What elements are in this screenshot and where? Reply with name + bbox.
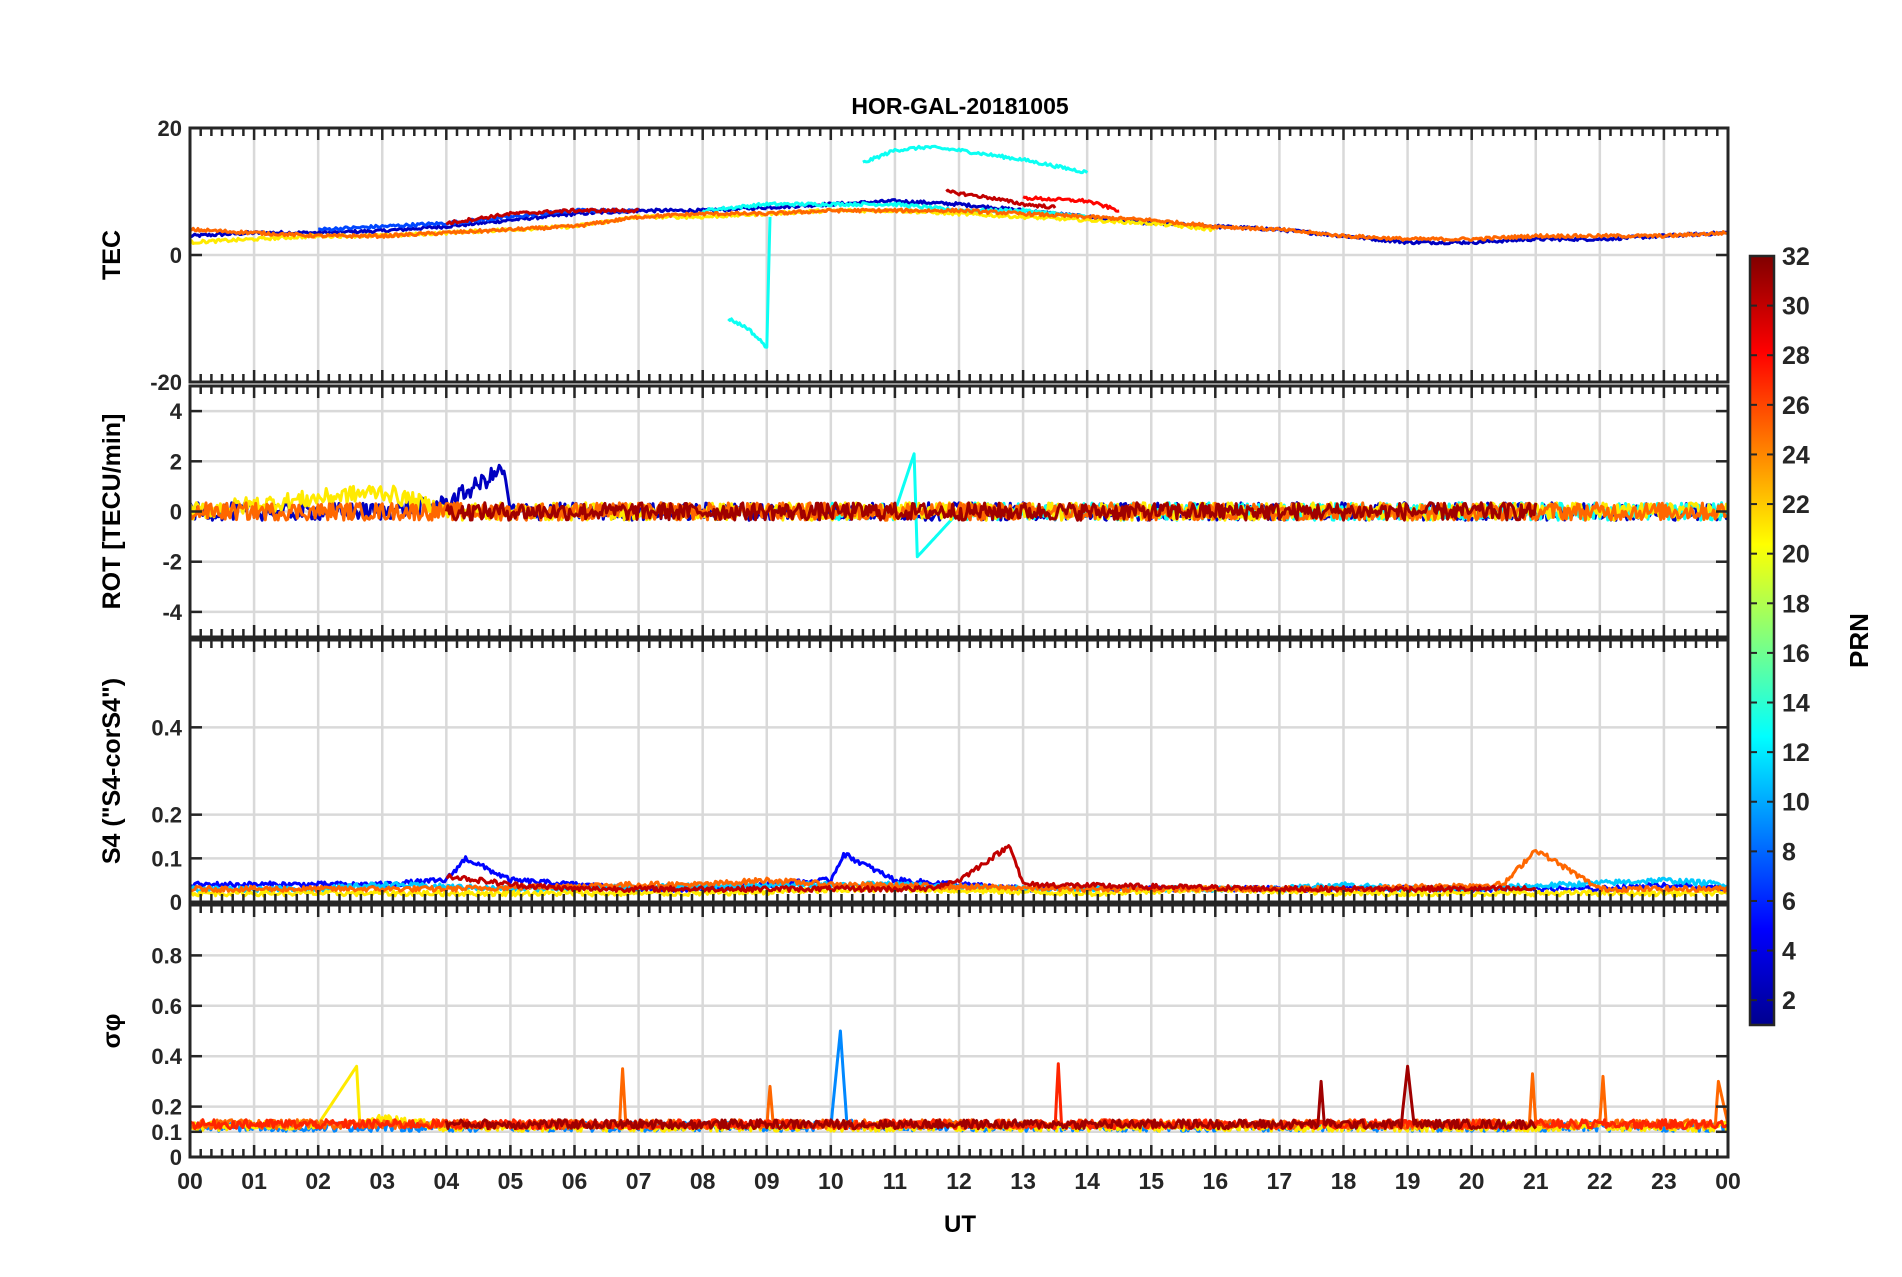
x-tick-label: 15 <box>1138 1168 1164 1194</box>
x-tick-label: 06 <box>562 1168 588 1194</box>
x-tick-label: 23 <box>1651 1168 1677 1194</box>
panel-3-x-ticks <box>199 640 1719 902</box>
y-tick-label: 20 <box>158 116 182 141</box>
panel-2-x-ticks <box>199 386 1719 637</box>
x-tick-label: 01 <box>241 1168 267 1194</box>
panel-1-x-ticks <box>199 128 1719 382</box>
series-prn-13-4 <box>727 216 772 349</box>
panel-4: 0.8 0.6 0.4 0.20.10 σφ <box>98 903 1730 1170</box>
colorbar-gradient <box>1748 254 1776 1027</box>
panel-4-series <box>190 1029 1728 1133</box>
x-tick-label: 05 <box>498 1168 524 1194</box>
series-prn-30-7 <box>445 207 639 226</box>
colorbar-tick-label: 24 <box>1782 441 1810 469</box>
x-tick-label: 04 <box>434 1168 460 1194</box>
series-prn-25-6 <box>190 207 1728 243</box>
series-prn-31-4 <box>444 501 1538 522</box>
x-tick-label: 08 <box>690 1168 716 1194</box>
x-tick-label: 16 <box>1203 1168 1229 1194</box>
x-tick-label: 13 <box>1010 1168 1036 1194</box>
colorbar-tick-label: 6 <box>1782 888 1796 916</box>
colorbar-tick-label: 26 <box>1782 392 1810 420</box>
colorbar-tick-label: 22 <box>1782 491 1810 519</box>
y-tick-label: 0.8 <box>151 943 182 968</box>
colorbar-tick-label: 4 <box>1782 938 1796 966</box>
colorbar-tick-label: 2 <box>1782 987 1796 1015</box>
chart-title: HOR-GAL-20181005 <box>851 93 1069 119</box>
x-tick-label: 09 <box>754 1168 780 1194</box>
x-tick-label: 14 <box>1074 1168 1100 1194</box>
panel-4-x-ticks <box>199 905 1719 1157</box>
y-tick-label: 0.4 <box>151 715 182 740</box>
series-prn-13-3 <box>862 144 1089 175</box>
y-tick-label: 0.1 <box>151 1120 182 1145</box>
x-tick-label: 20 <box>1459 1168 1485 1194</box>
x-tick-label: 21 <box>1523 1168 1549 1194</box>
panel-2-series <box>190 452 1728 559</box>
y-tick-label: 0.2 <box>151 1095 182 1120</box>
panel-4-grid <box>190 905 1728 1157</box>
x-tick-label: 00 <box>177 1168 203 1194</box>
colorbar-tick-label: 20 <box>1782 541 1810 569</box>
colorbar-tick-label: 30 <box>1782 293 1810 321</box>
x-tick-label: 22 <box>1587 1168 1613 1194</box>
y-tick-label: 0 <box>170 1145 182 1170</box>
y-tick-label: 0.4 <box>151 1044 182 1069</box>
x-tick-label: 03 <box>369 1168 395 1194</box>
colorbar-tick-label: 32 <box>1782 243 1810 271</box>
colorbar-tick-label: 10 <box>1782 789 1810 817</box>
x-tick-label: 12 <box>946 1168 972 1194</box>
x-tick-label: 00 <box>1715 1168 1741 1194</box>
x-tick-label: 10 <box>818 1168 844 1194</box>
colorbar-tick-label: 8 <box>1782 838 1796 866</box>
x-tick-label: 02 <box>305 1168 331 1194</box>
x-tick-labels: 00 01 02 03 04 05 06 07 08 09 10 11 12 13 14 15 16 17 18 19… <box>177 1168 1741 1194</box>
y-tick-label: 2 <box>170 449 182 474</box>
series-prn-13-2 <box>701 201 1089 219</box>
panel-3-grid <box>190 640 1728 902</box>
y-tick-label: 0 <box>170 890 182 915</box>
y-tick-label: -20 <box>150 370 182 395</box>
series-prn-30-8 <box>945 188 1057 210</box>
panel-3-ylabel: S4 ("S4-corS4") <box>98 678 126 864</box>
x-axis-label: UT <box>944 1211 976 1238</box>
y-tick-label: 0 <box>170 243 182 268</box>
colorbar-tick-label: 14 <box>1782 690 1810 718</box>
panel-1-grid <box>190 128 1728 382</box>
series-prn-30-4 <box>446 844 1537 893</box>
series-prn-28-9 <box>1022 195 1120 213</box>
panel-1-ylabel: TEC <box>98 230 126 280</box>
x-tick-label: 11 <box>883 1168 908 1194</box>
x-tick-label: 18 <box>1331 1168 1357 1194</box>
panel-1-series <box>190 144 1728 349</box>
series-prn-3-0 <box>190 463 1728 522</box>
colorbar-tick-label: 16 <box>1782 640 1810 668</box>
y-tick-label: 0.6 <box>151 994 182 1019</box>
panel-3: 0.4 0.2 0.1 0 S4 ("S4-corS4") <box>98 638 1730 915</box>
y-tick-label: -2 <box>162 550 182 575</box>
y-tick-label: 0 <box>170 500 182 525</box>
series-prn-31-4 <box>444 1064 1537 1131</box>
y-tick-label: 0.1 <box>151 846 182 871</box>
y-tick-label: 4 <box>170 399 183 424</box>
x-tick-label: 17 <box>1267 1168 1293 1194</box>
colorbar-tick-label: 12 <box>1782 739 1810 767</box>
panel-4-ylabel: σφ <box>98 1014 126 1049</box>
panel-2: 4 2 0 -2 -4 ROT [TECU/min] <box>98 384 1730 639</box>
colorbar-tick-label: 28 <box>1782 342 1810 370</box>
panel-1: 20 0 -20 TEC <box>98 116 1730 395</box>
x-tick-label: 07 <box>626 1168 652 1194</box>
y-tick-label: -4 <box>162 600 182 625</box>
x-tick-label: 19 <box>1395 1168 1421 1194</box>
panel-2-ylabel: ROT [TECU/min] <box>98 414 126 610</box>
colorbar: 32 30 28 26 24 22 20 18 16 14 12 10 8 6 4 2 PRN <box>1748 243 1874 1027</box>
colorbar-tick-label: 18 <box>1782 590 1810 618</box>
y-tick-label: 0.2 <box>151 803 182 828</box>
colorbar-label: PRN <box>1844 613 1874 668</box>
